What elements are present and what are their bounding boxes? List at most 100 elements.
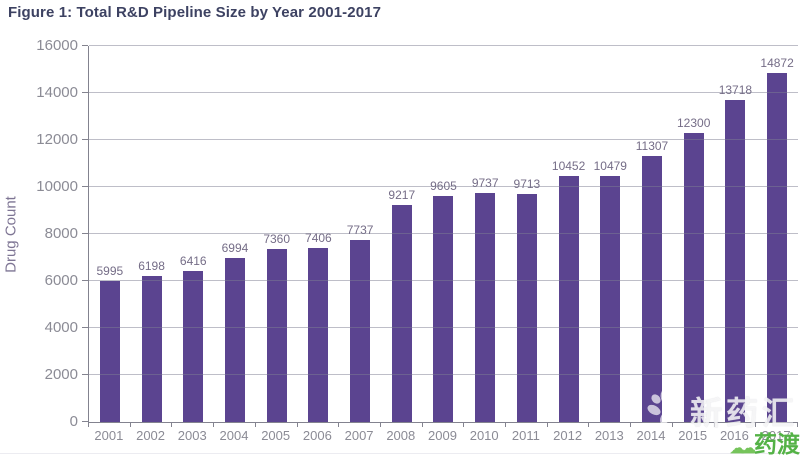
- bar-2016: [725, 99, 746, 422]
- bar-value-label-2012: 10452: [551, 159, 586, 174]
- bar-value-label-2003: 6416: [179, 254, 207, 269]
- gridline-4000: [89, 327, 798, 328]
- x-axis-label-2005: 2005: [261, 428, 291, 443]
- x-axis-label-2016: 2016: [719, 428, 749, 443]
- bar-2013: [600, 175, 621, 422]
- x-axis-label-2012: 2012: [553, 428, 583, 443]
- x-axis-label-2006: 2006: [302, 428, 332, 443]
- bar-value-label-2016: 13718: [718, 82, 753, 97]
- bar-group-2012: 10452: [548, 46, 590, 422]
- bar-group-2010: 9737: [464, 46, 506, 422]
- y-tick-label-14000: 14000: [36, 84, 78, 101]
- bar-group-2016: 13718: [715, 46, 757, 422]
- bar-2009: [433, 196, 454, 422]
- x-tick-mark: [755, 422, 757, 427]
- gridline-14000: [89, 92, 798, 93]
- bar-group-2002: 6198: [131, 46, 173, 422]
- bar-group-2007: 7737: [339, 46, 381, 422]
- x-axis-label-2001: 2001: [94, 428, 124, 443]
- bar-2002: [141, 276, 162, 422]
- x-tick-mark: [463, 422, 465, 427]
- y-tick-label-2000: 2000: [44, 366, 78, 383]
- bar-group-2009: 9605: [423, 46, 465, 422]
- bar-series: 5995 6198 6416 6994 7360 7406 7737 9217 9605 9737…: [89, 46, 798, 422]
- x-tick-mark: [129, 422, 131, 427]
- bar-value-label-2005: 7360: [263, 232, 291, 247]
- y-tick-label-8000: 8000: [44, 225, 78, 242]
- x-axis-label-2015: 2015: [678, 428, 708, 443]
- bar-group-2001: 5995: [89, 46, 131, 422]
- bar-value-label-2015: 12300: [677, 115, 711, 130]
- y-tick-mark: [82, 139, 88, 140]
- bar-value-label-2014: 11307: [635, 139, 669, 154]
- bar-value-label-2006: 7406: [305, 230, 332, 245]
- y-axis-tick-labels: 0 2000 4000 6000 8000 10000 12000 14000 16000: [0, 37, 78, 430]
- bar-2006: [308, 247, 329, 422]
- x-tick-mark: [296, 422, 298, 427]
- x-axis-label-2013: 2013: [594, 428, 624, 443]
- x-axis-label-2014: 2014: [636, 428, 666, 443]
- bar-value-label-2004: 6994: [221, 240, 249, 255]
- x-tick-mark: [213, 422, 215, 427]
- bar-2011: [516, 193, 537, 422]
- gridline-12000: [89, 139, 798, 140]
- gridline-8000: [89, 233, 798, 234]
- x-tick-mark: [338, 422, 340, 427]
- x-tick-mark: [254, 422, 256, 427]
- y-tick-mark: [82, 327, 88, 328]
- x-tick-mark: [588, 422, 590, 427]
- bar-value-label-2010: 9737: [471, 176, 499, 191]
- y-tick-label-6000: 6000: [44, 272, 78, 289]
- bar-group-2006: 7406: [298, 46, 340, 422]
- x-tick-mark: [630, 422, 632, 427]
- bar-value-label-2001: 5995: [96, 264, 124, 279]
- bar-2014: [641, 156, 662, 422]
- x-tick-mark: [546, 422, 548, 427]
- y-tick-mark: [82, 280, 88, 281]
- bar-group-2005: 7360: [256, 46, 298, 422]
- bar-group-2003: 6416: [172, 46, 214, 422]
- x-axis-label-2004: 2004: [219, 428, 249, 443]
- x-axis-label-2002: 2002: [136, 428, 166, 443]
- bar-2017: [767, 72, 788, 422]
- x-tick-mark: [421, 422, 423, 427]
- gridline-10000: [89, 186, 798, 187]
- x-tick-mark: [713, 422, 715, 427]
- y-tick-mark: [82, 92, 88, 93]
- bar-2001: [99, 281, 120, 422]
- y-tick-mark: [82, 233, 88, 234]
- plot-area: 5995 6198 6416 6994 7360 7406 7737 9217 9605 9737…: [82, 45, 798, 427]
- bar-group-2008: 9217: [381, 46, 423, 422]
- bar-value-label-2002: 6198: [138, 259, 165, 274]
- chart-title: Figure 1: Total R&D Pipeline Size by Yea…: [8, 4, 382, 21]
- bar-2004: [224, 257, 245, 422]
- bar-value-label-2013: 10479: [593, 158, 627, 173]
- x-tick-mark: [88, 422, 89, 427]
- y-tick-label-10000: 10000: [36, 178, 78, 195]
- x-axis-label-2003: 2003: [177, 428, 207, 443]
- bar-2012: [558, 176, 579, 422]
- y-tick-mark: [82, 421, 88, 422]
- x-axis-labels: 2001 2002 2003 2004 2005 2006 2007 2008 2009 2010…: [88, 428, 797, 443]
- x-tick-mark: [171, 422, 173, 427]
- x-tick-mark: [671, 422, 673, 427]
- bar-group-2017: 14872: [756, 46, 798, 422]
- gridline-6000: [89, 280, 798, 281]
- x-axis-label-2007: 2007: [344, 428, 374, 443]
- x-tick-mark: [797, 422, 798, 427]
- bar-2010: [475, 193, 496, 422]
- bottom-divider: [0, 453, 800, 454]
- gridline-2000: [89, 374, 798, 375]
- gridline-16000: [89, 45, 798, 46]
- bar-group-2013: 10479: [589, 46, 631, 422]
- x-tick-mark: [379, 422, 381, 427]
- y-tick-label-4000: 4000: [44, 319, 78, 336]
- y-tick-label-0: 0: [69, 413, 78, 430]
- x-tick-mark: [505, 422, 507, 427]
- y-tick-mark: [82, 186, 88, 187]
- bar-2005: [266, 249, 287, 422]
- bar-group-2004: 6994: [214, 46, 256, 422]
- bar-group-2014: 11307: [631, 46, 673, 422]
- bar-value-label-2017: 14872: [760, 55, 794, 70]
